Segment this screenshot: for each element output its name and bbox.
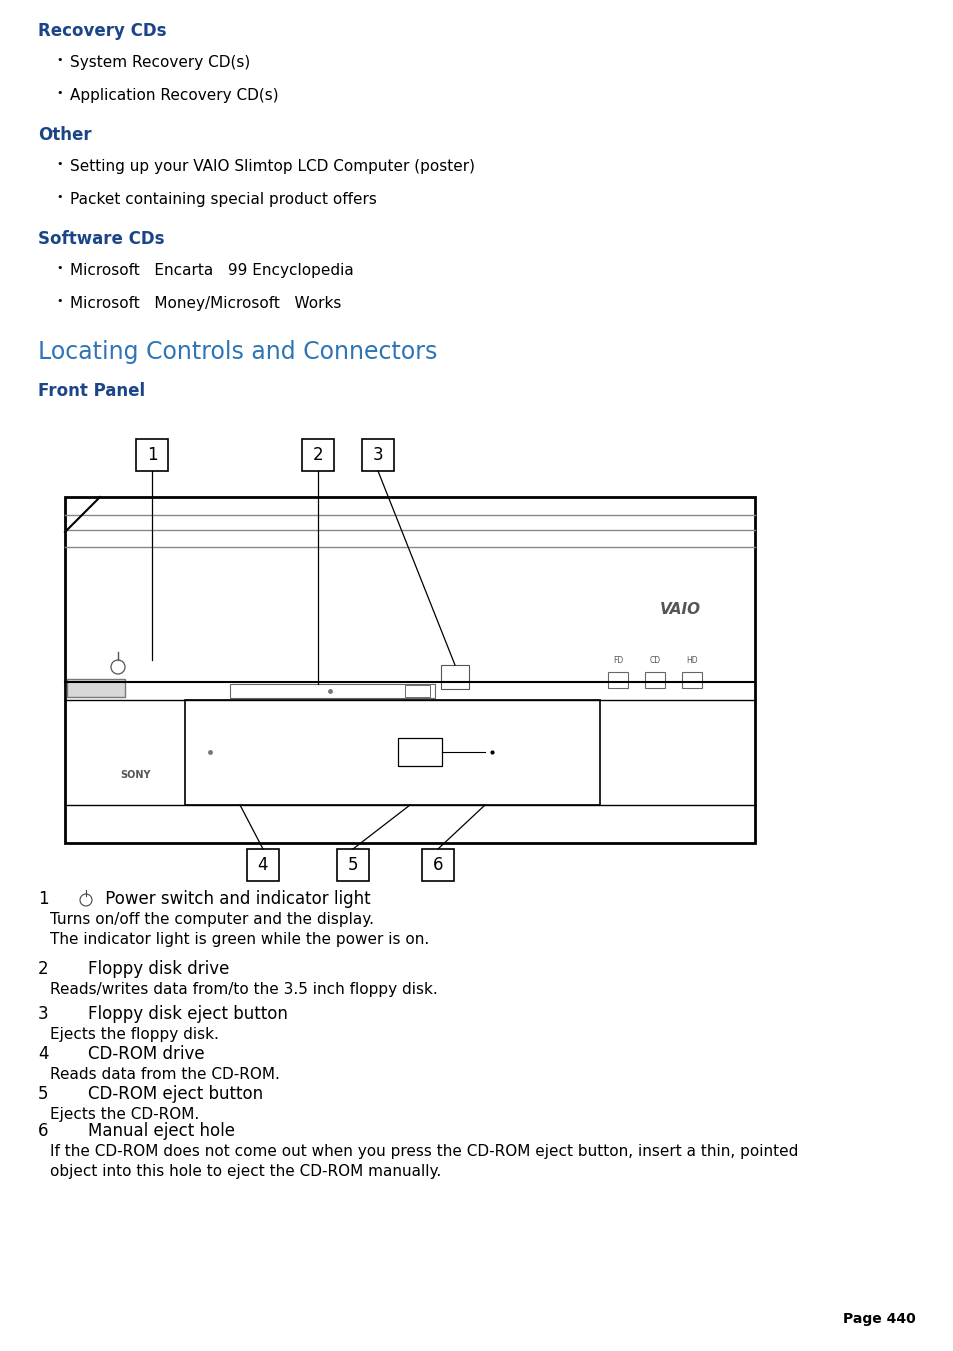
Text: Power switch and indicator light: Power switch and indicator light [100, 890, 370, 908]
Text: 6: 6 [433, 857, 443, 874]
Text: HD: HD [685, 657, 697, 665]
Text: 2: 2 [38, 961, 49, 978]
Text: Locating Controls and Connectors: Locating Controls and Connectors [38, 340, 436, 363]
Text: Ejects the floppy disk.: Ejects the floppy disk. [50, 1027, 218, 1042]
Text: CD-ROM drive: CD-ROM drive [88, 1046, 204, 1063]
Text: FD: FD [612, 657, 622, 665]
Text: •: • [56, 55, 63, 65]
Text: 1: 1 [38, 890, 49, 908]
Text: Front Panel: Front Panel [38, 382, 145, 400]
Text: Microsoft   Encarta   99 Encyclopedia: Microsoft Encarta 99 Encyclopedia [70, 263, 354, 278]
Text: Floppy disk drive: Floppy disk drive [88, 961, 229, 978]
Text: •: • [56, 88, 63, 99]
Text: CD: CD [649, 657, 659, 665]
Text: Reads/writes data from/to the 3.5 inch floppy disk.: Reads/writes data from/to the 3.5 inch f… [50, 982, 437, 997]
Text: object into this hole to eject the CD-ROM manually.: object into this hole to eject the CD-RO… [50, 1165, 441, 1179]
Text: 5: 5 [38, 1085, 49, 1102]
Text: If the CD-ROM does not come out when you press the CD-ROM eject button, insert a: If the CD-ROM does not come out when you… [50, 1144, 798, 1159]
Text: Page 440: Page 440 [842, 1312, 915, 1325]
Text: SONY: SONY [120, 770, 151, 780]
Text: Recovery CDs: Recovery CDs [38, 22, 167, 41]
Text: Software CDs: Software CDs [38, 230, 164, 249]
Text: Manual eject hole: Manual eject hole [88, 1121, 234, 1140]
Text: 2: 2 [313, 446, 323, 463]
Text: 4: 4 [257, 857, 268, 874]
Text: Reads data from the CD-ROM.: Reads data from the CD-ROM. [50, 1067, 279, 1082]
Text: 4: 4 [38, 1046, 49, 1063]
Text: 6: 6 [38, 1121, 49, 1140]
Text: •: • [56, 296, 63, 305]
Text: Other: Other [38, 126, 91, 145]
Text: CD-ROM eject button: CD-ROM eject button [88, 1085, 263, 1102]
Text: Packet containing special product offers: Packet containing special product offers [70, 192, 376, 207]
Text: The indicator light is green while the power is on.: The indicator light is green while the p… [50, 932, 429, 947]
Text: Application Recovery CD(s): Application Recovery CD(s) [70, 88, 278, 103]
Text: 3: 3 [373, 446, 383, 463]
Text: •: • [56, 159, 63, 169]
Text: Floppy disk eject button: Floppy disk eject button [88, 1005, 288, 1023]
Text: 1: 1 [147, 446, 157, 463]
Text: Turns on/off the computer and the display.: Turns on/off the computer and the displa… [50, 912, 374, 927]
Text: Ejects the CD-ROM.: Ejects the CD-ROM. [50, 1106, 199, 1121]
Text: 3: 3 [38, 1005, 49, 1023]
Text: •: • [56, 263, 63, 273]
Text: System Recovery CD(s): System Recovery CD(s) [70, 55, 250, 70]
Text: Setting up your VAIO Slimtop LCD Computer (poster): Setting up your VAIO Slimtop LCD Compute… [70, 159, 475, 174]
Text: VAIO: VAIO [659, 601, 700, 616]
Text: •: • [56, 192, 63, 203]
Polygon shape [67, 680, 125, 697]
Text: 5: 5 [348, 857, 358, 874]
Text: Microsoft   Money/Microsoft   Works: Microsoft Money/Microsoft Works [70, 296, 341, 311]
